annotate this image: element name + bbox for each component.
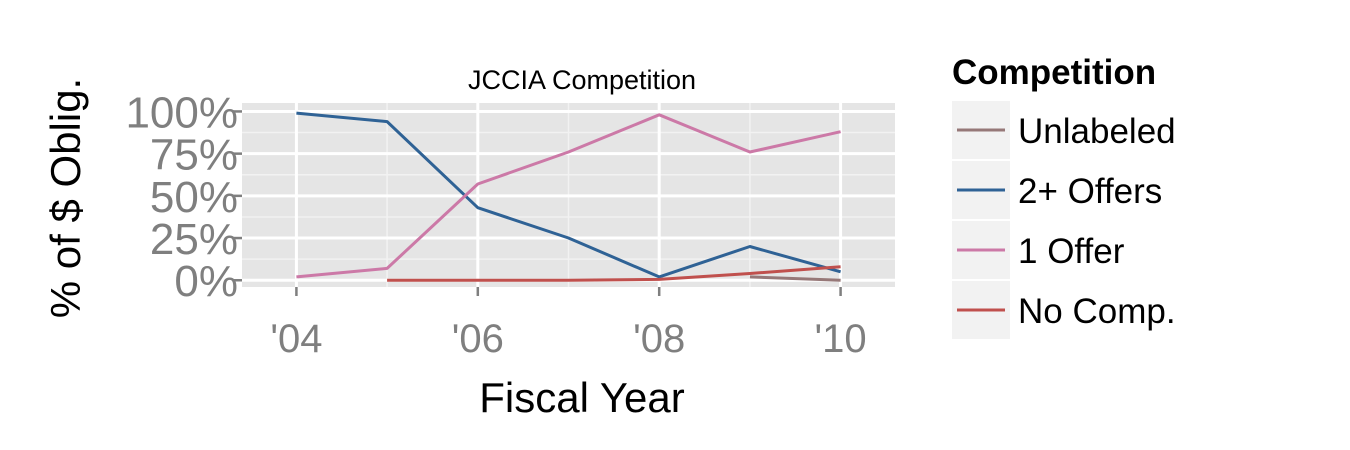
x-tick-label: '10 (815, 317, 867, 361)
legend: Competition Unlabeled 2+ Offers 1 Offer No … (952, 53, 1176, 339)
y-tick-label: 0% (174, 257, 238, 306)
x-axis-title: Fiscal Year (479, 374, 684, 421)
legend-label-no-comp: No Comp. (1018, 292, 1176, 331)
chart-title: JCCIA Competition (468, 65, 696, 95)
legend-label-1-offer: 1 Offer (1018, 232, 1125, 271)
y-tick-label: 100% (125, 88, 238, 137)
x-tick-label: '04 (270, 317, 322, 361)
legend-label-2-offers: 2+ Offers (1018, 172, 1162, 211)
x-axis: '04 '06 '08 '10 (270, 287, 867, 361)
series-line-2-offers (296, 111, 842, 279)
legend-label-unlabeled: Unlabeled (1018, 112, 1176, 151)
series-lines (296, 111, 842, 282)
y-axis: 0%25%50%75%100% (125, 88, 242, 306)
y-tick-label: 75% (150, 131, 238, 180)
series-line-no-comp (387, 265, 841, 282)
series-line-unlabeled (749, 275, 841, 282)
legend-title: Competition (952, 53, 1156, 92)
x-tick-label: '06 (452, 317, 504, 361)
y-tick-label: 25% (150, 215, 238, 264)
series-line-1-offer (296, 113, 841, 279)
y-axis-title: % of $ Oblig. (42, 78, 89, 318)
x-tick-label: '08 (633, 317, 685, 361)
y-tick-label: 50% (150, 173, 238, 222)
grid-lines (242, 103, 895, 287)
